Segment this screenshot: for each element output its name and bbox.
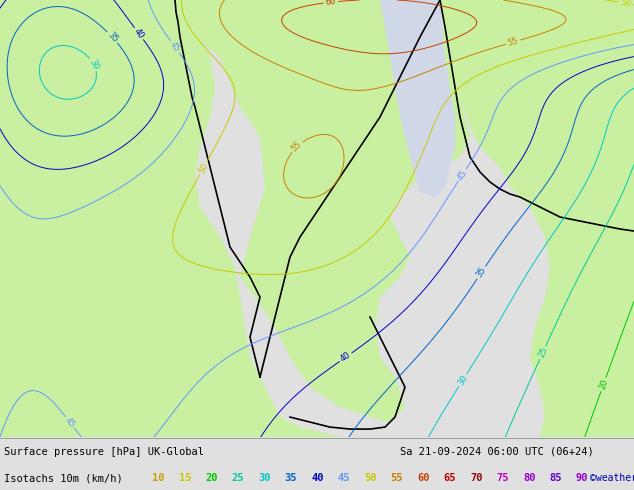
Polygon shape [0, 0, 340, 437]
Text: 35: 35 [475, 266, 488, 280]
Text: 60: 60 [325, 0, 337, 7]
Text: 55: 55 [290, 140, 304, 154]
Text: 55: 55 [391, 473, 403, 483]
Text: 75: 75 [496, 473, 509, 483]
Text: 20: 20 [597, 378, 609, 391]
Text: 80: 80 [523, 473, 536, 483]
Text: 90: 90 [576, 473, 588, 483]
Text: 30: 30 [456, 373, 470, 387]
Text: 30: 30 [258, 473, 271, 483]
Text: 50: 50 [364, 473, 377, 483]
Text: 10: 10 [152, 473, 164, 483]
Text: 25: 25 [231, 473, 244, 483]
Text: 65: 65 [444, 473, 456, 483]
Text: ©weatheronline.co.uk: ©weatheronline.co.uk [590, 473, 634, 483]
Text: 40: 40 [339, 350, 353, 364]
Text: Sa 21-09-2024 06:00 UTC (06+24): Sa 21-09-2024 06:00 UTC (06+24) [400, 447, 594, 457]
Text: 60: 60 [417, 473, 429, 483]
Text: 45: 45 [63, 416, 77, 429]
Polygon shape [440, 0, 634, 202]
Text: 50: 50 [619, 0, 631, 8]
Polygon shape [175, 0, 470, 422]
Text: Isotachs 10m (km/h): Isotachs 10m (km/h) [4, 473, 123, 483]
Text: 30: 30 [87, 57, 100, 71]
Text: 20: 20 [205, 473, 217, 483]
Text: 40: 40 [311, 473, 323, 483]
Text: 45: 45 [337, 473, 350, 483]
Text: 45: 45 [168, 40, 181, 54]
Text: 35: 35 [105, 30, 119, 44]
Text: 35: 35 [285, 473, 297, 483]
Polygon shape [0, 287, 130, 437]
Text: 85: 85 [550, 473, 562, 483]
Text: 40: 40 [132, 27, 146, 41]
Polygon shape [380, 0, 455, 197]
Text: 15: 15 [179, 473, 191, 483]
Text: 55: 55 [507, 36, 519, 48]
Polygon shape [500, 167, 634, 437]
Text: Surface pressure [hPa] UK-Global: Surface pressure [hPa] UK-Global [4, 447, 204, 457]
Text: 50: 50 [197, 161, 210, 175]
Text: 70: 70 [470, 473, 482, 483]
Text: 25: 25 [536, 346, 549, 359]
Text: 45: 45 [456, 168, 469, 182]
